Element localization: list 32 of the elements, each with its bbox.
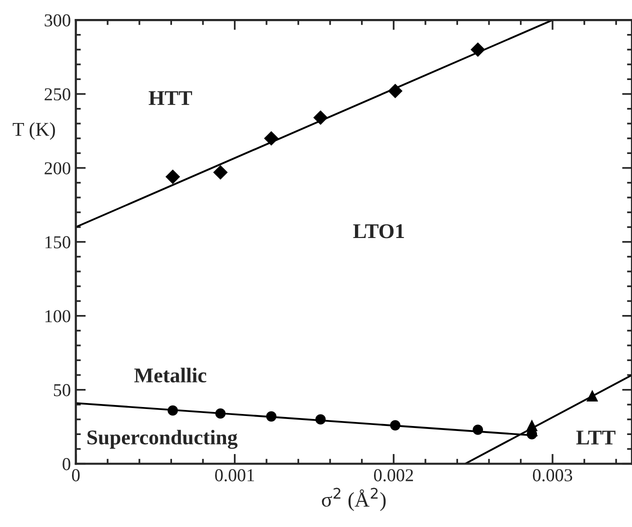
- point: [315, 414, 326, 425]
- point: [472, 424, 484, 435]
- point: [264, 131, 279, 146]
- annotation: LTO1: [353, 224, 404, 238]
- point: [313, 110, 328, 125]
- point: [390, 420, 400, 430]
- y-tick-label: 100: [45, 310, 70, 322]
- y-axis-title: T (K): [12, 122, 55, 140]
- y-tick-label: 200: [44, 162, 70, 174]
- annotation: Superconducting: [88, 430, 238, 449]
- y-tick-label: 0: [62, 458, 70, 470]
- point: [213, 165, 228, 180]
- point: [266, 411, 276, 422]
- x-axis-title: σ$^{2}$ (Å$^{2}$): [322, 488, 386, 512]
- y-tick-label: 50: [54, 384, 70, 396]
- annotation: LTT: [576, 430, 616, 444]
- point: [165, 170, 180, 184]
- annotation: HTT: [148, 91, 192, 105]
- point: [168, 405, 178, 416]
- point: [470, 42, 486, 57]
- x-tick-label: 0.002: [374, 469, 413, 482]
- x-tick-label: 0.003: [532, 469, 572, 482]
- y-tick-label: 250: [44, 88, 70, 100]
- point: [586, 390, 598, 402]
- x-tick-label: 0: [72, 469, 80, 482]
- y-tick-label: 300: [44, 14, 70, 26]
- point: [215, 408, 226, 419]
- x-tick-label: 0.001: [215, 469, 254, 482]
- annotation: Metallic: [134, 368, 206, 382]
- point: [388, 84, 403, 98]
- y-tick-label: 150: [45, 236, 70, 248]
- point: [526, 419, 538, 432]
